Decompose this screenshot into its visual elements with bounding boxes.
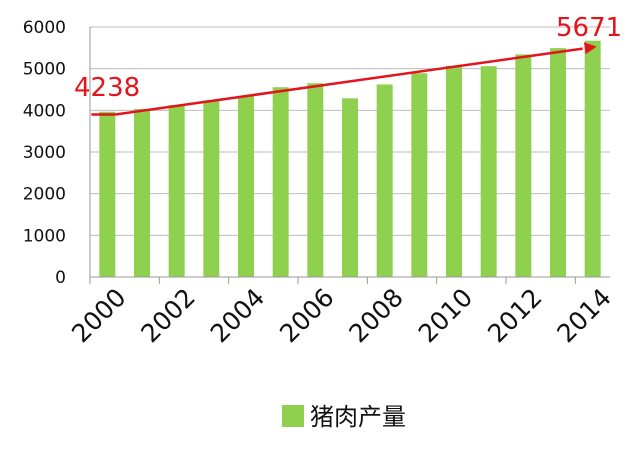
x-tick-label: 2006 — [274, 283, 339, 348]
bar — [99, 111, 116, 277]
x-tick-label: 2002 — [135, 283, 200, 348]
y-tick-label: 2000 — [23, 185, 66, 205]
bar — [238, 96, 254, 277]
legend: 猪肉产量 — [282, 403, 406, 431]
bar — [584, 40, 601, 278]
y-tick-label: 0 — [55, 268, 66, 288]
x-axis: 2000 2002 2004 2006 2008 2010 2012 2014 — [66, 276, 617, 348]
legend-label: 猪肉产量 — [310, 403, 406, 431]
trend-arrowhead — [583, 42, 597, 55]
y-tick-label: 1000 — [23, 226, 66, 246]
trend-line — [115, 47, 583, 116]
bar — [307, 83, 324, 277]
y-tick-label: 3000 — [23, 143, 66, 163]
x-tick-label: 2004 — [205, 283, 270, 348]
y-axis: 0 1000 2000 3000 4000 5000 6000 — [23, 18, 91, 288]
bar — [134, 109, 150, 278]
bar — [376, 84, 393, 277]
bar — [515, 54, 532, 277]
x-tick-label: 2000 — [66, 283, 131, 348]
bars — [99, 40, 601, 278]
y-tick-label: 4000 — [23, 101, 66, 121]
bar — [480, 66, 497, 278]
trend-arrow: 4238 5671 — [74, 13, 622, 116]
bar — [272, 87, 289, 277]
trend-start-label: 4238 — [74, 73, 140, 103]
bar — [446, 65, 462, 277]
bar — [168, 105, 185, 277]
x-tick-label: 2008 — [343, 283, 408, 348]
bar — [203, 100, 220, 277]
x-tick-label: 2010 — [413, 283, 478, 348]
trend-end-label: 5671 — [556, 13, 622, 43]
y-tick-label: 6000 — [23, 18, 66, 38]
bar — [342, 98, 358, 277]
x-tick-label: 2012 — [482, 283, 547, 348]
bar — [550, 48, 566, 277]
x-tick-label: 2014 — [551, 283, 616, 348]
y-tick-label: 5000 — [23, 60, 66, 80]
bar — [411, 73, 428, 277]
legend-swatch — [282, 405, 304, 427]
